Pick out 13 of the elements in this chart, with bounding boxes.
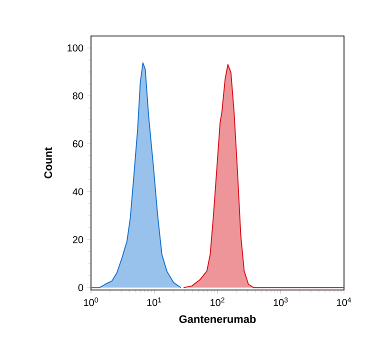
y-tick-label: 100 bbox=[68, 44, 84, 52]
y-tick-label: 60 bbox=[72, 140, 84, 148]
x-tick-label: 10$^{2}$ bbox=[210, 298, 224, 306]
x-axis-title: Gantenerumab bbox=[179, 314, 256, 323]
x-tick-label: 10$^{3}$ bbox=[274, 298, 288, 306]
y-tick-label: 40 bbox=[72, 188, 84, 196]
y-tick-label: 20 bbox=[72, 236, 84, 244]
x-tick-label: 10$^{0}$ bbox=[84, 298, 98, 306]
y-tick-label: 80 bbox=[72, 92, 84, 100]
x-tick-label: 10$^{4}$ bbox=[337, 298, 352, 306]
y-tick-label: 0 bbox=[78, 284, 84, 292]
x-tick-label: 10$^{1}$ bbox=[147, 298, 162, 306]
y-axis-title: Count bbox=[44, 147, 52, 178]
